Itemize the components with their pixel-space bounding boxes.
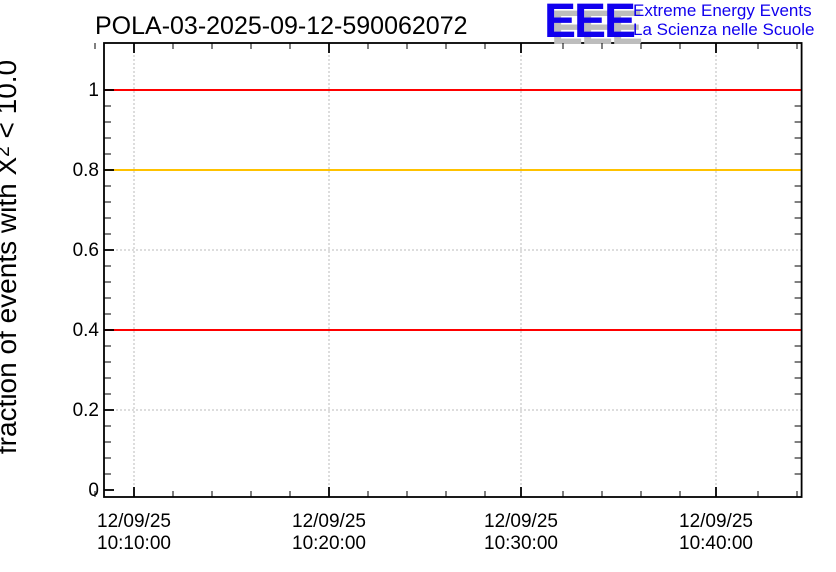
- svg-text:12/09/25: 12/09/25: [679, 511, 753, 532]
- svg-text:10:40:00: 10:40:00: [679, 533, 753, 554]
- svg-text:10:30:00: 10:30:00: [484, 533, 558, 554]
- svg-text:12/09/25: 12/09/25: [484, 511, 558, 532]
- svg-text:10:20:00: 10:20:00: [292, 533, 366, 554]
- svg-text:12/09/25: 12/09/25: [292, 511, 366, 532]
- svg-text:1: 1: [88, 80, 99, 101]
- svg-text:12/09/25: 12/09/25: [97, 511, 171, 532]
- svg-text:La Scienza nelle Scuole: La Scienza nelle Scuole: [633, 20, 814, 39]
- svg-text:Extreme Energy Events: Extreme Energy Events: [633, 1, 812, 20]
- svg-text:0.2: 0.2: [73, 400, 99, 421]
- svg-text:0.4: 0.4: [73, 320, 100, 341]
- svg-text:EEE: EEE: [544, 0, 635, 48]
- svg-text:POLA-03-2025-09-12-590062072: POLA-03-2025-09-12-590062072: [95, 12, 468, 40]
- svg-text:0.6: 0.6: [73, 240, 99, 261]
- svg-text:10:10:00: 10:10:00: [97, 533, 171, 554]
- svg-text:fraction of events with X2 < 1: fraction of events with X2 < 10.0: [0, 60, 22, 454]
- svg-text:0.8: 0.8: [73, 160, 99, 181]
- svg-text:0: 0: [88, 480, 99, 501]
